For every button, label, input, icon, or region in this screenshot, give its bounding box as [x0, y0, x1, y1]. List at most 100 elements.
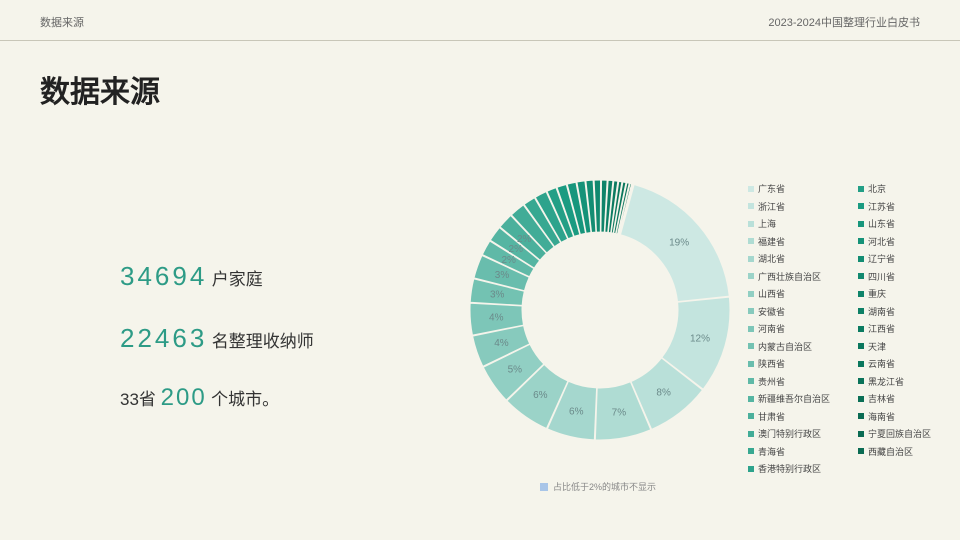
legend-item: 新疆维吾尔自治区 [748, 392, 830, 405]
legend-swatch [748, 448, 754, 454]
stat-organizers-num: 22463 [120, 323, 207, 353]
legend-item: 广东省 [748, 182, 830, 195]
legend-label: 新疆维吾尔自治区 [758, 392, 830, 405]
legend-swatch [748, 343, 754, 349]
legend-label: 山东省 [868, 217, 895, 230]
legend-label: 山西省 [758, 287, 785, 300]
legend-label: 辽宁省 [868, 252, 895, 265]
donut-chart: 19%12%8%7%6%6%5%4%4%3%3%2%2%2% [460, 170, 740, 450]
legend-item: 湖南省 [858, 305, 931, 318]
page-title: 数据来源 [40, 67, 960, 111]
legend-item: 福建省 [748, 235, 830, 248]
legend-label: 河北省 [868, 235, 895, 248]
legend-swatch [748, 466, 754, 472]
legend-swatch [748, 413, 754, 419]
header-right: 2023-2024中国整理行业白皮书 [768, 14, 920, 30]
legend-swatch [858, 221, 864, 227]
legend-swatch [858, 326, 864, 332]
legend-item: 甘肃省 [748, 410, 830, 423]
legend-swatch [858, 238, 864, 244]
legend-label: 重庆 [868, 287, 886, 300]
legend-swatch [748, 291, 754, 297]
stat-provinces-prefix: 33省 [120, 390, 161, 409]
legend-label: 甘肃省 [758, 410, 785, 423]
legend-label: 上海 [758, 217, 776, 230]
legend-item: 内蒙古自治区 [748, 340, 830, 353]
legend-label: 浙江省 [758, 200, 785, 213]
legend-label: 宁夏回族自治区 [868, 427, 931, 440]
legend-label: 江苏省 [868, 200, 895, 213]
slice-pct-label: 3% [490, 289, 505, 300]
legend-item: 澳门特别行政区 [748, 427, 830, 440]
legend-label: 四川省 [868, 270, 895, 283]
slice-pct-label: 5% [508, 365, 523, 376]
legend-swatch [858, 343, 864, 349]
legend-item: 江苏省 [858, 200, 931, 213]
slice-pct-label: 2% [501, 255, 516, 266]
legend-swatch [748, 238, 754, 244]
legend-item: 青海省 [748, 445, 830, 458]
legend-item: 吉林省 [858, 392, 931, 405]
legend-item: 海南省 [858, 410, 931, 423]
slice-pct-label: 2% [509, 244, 524, 255]
legend-swatch [748, 361, 754, 367]
legend-label: 香港特别行政区 [758, 462, 821, 475]
legend-swatch [748, 186, 754, 192]
slice-pct-label: 6% [569, 406, 584, 417]
legend-label: 吉林省 [868, 392, 895, 405]
chart-footnote: 占比低于2%的城市不显示 [540, 480, 656, 493]
slice-pct-label: 19% [669, 238, 689, 249]
legend-label: 西藏自治区 [868, 445, 913, 458]
legend-item: 西藏自治区 [858, 445, 931, 458]
slice-pct-label: 8% [656, 387, 671, 398]
legend-item: 江西省 [858, 322, 931, 335]
legend-label: 江西省 [868, 322, 895, 335]
legend: 广东省浙江省上海福建省湖北省广西壮族自治区山西省安徽省河南省内蒙古自治区陕西省贵… [748, 182, 931, 475]
legend-item: 浙江省 [748, 200, 830, 213]
legend-item: 天津 [858, 340, 931, 353]
legend-item: 河南省 [748, 322, 830, 335]
legend-column-1: 广东省浙江省上海福建省湖北省广西壮族自治区山西省安徽省河南省内蒙古自治区陕西省贵… [748, 182, 830, 475]
legend-label: 广东省 [758, 182, 785, 195]
legend-label: 北京 [868, 182, 886, 195]
legend-item: 上海 [748, 217, 830, 230]
legend-swatch [748, 308, 754, 314]
legend-item: 云南省 [858, 357, 931, 370]
stat-row-households: 34694 户家庭 [120, 250, 314, 302]
legend-swatch [858, 431, 864, 437]
header-left: 数据来源 [40, 14, 84, 30]
legend-swatch [858, 448, 864, 454]
legend-label: 广西壮族自治区 [758, 270, 821, 283]
legend-label: 天津 [868, 340, 886, 353]
legend-label: 青海省 [758, 445, 785, 458]
legend-swatch [748, 203, 754, 209]
stat-row-cities: 33省 200 个城市。 [120, 374, 314, 422]
legend-item: 重庆 [858, 287, 931, 300]
footnote-swatch [540, 483, 548, 491]
legend-swatch [858, 378, 864, 384]
legend-item: 陕西省 [748, 357, 830, 370]
legend-swatch [748, 431, 754, 437]
legend-swatch [858, 396, 864, 402]
legend-item: 辽宁省 [858, 252, 931, 265]
legend-swatch [748, 221, 754, 227]
stat-row-organizers: 22463 名整理收纳师 [120, 312, 314, 364]
legend-swatch [748, 326, 754, 332]
slice-pct-label: 12% [690, 334, 710, 345]
stat-households-label: 户家庭 [212, 270, 263, 289]
legend-swatch [858, 203, 864, 209]
legend-item: 广西壮族自治区 [748, 270, 830, 283]
legend-label: 云南省 [868, 357, 895, 370]
page-header: 数据来源 2023-2024中国整理行业白皮书 [0, 0, 960, 41]
legend-label: 陕西省 [758, 357, 785, 370]
legend-swatch [858, 186, 864, 192]
legend-item: 贵州省 [748, 375, 830, 388]
legend-label: 贵州省 [758, 375, 785, 388]
legend-item: 河北省 [858, 235, 931, 248]
legend-label: 澳门特别行政区 [758, 427, 821, 440]
legend-item: 香港特别行政区 [748, 462, 830, 475]
legend-swatch [858, 273, 864, 279]
stat-cities-num: 200 [161, 384, 207, 411]
legend-item: 黑龙江省 [858, 375, 931, 388]
legend-swatch [858, 361, 864, 367]
